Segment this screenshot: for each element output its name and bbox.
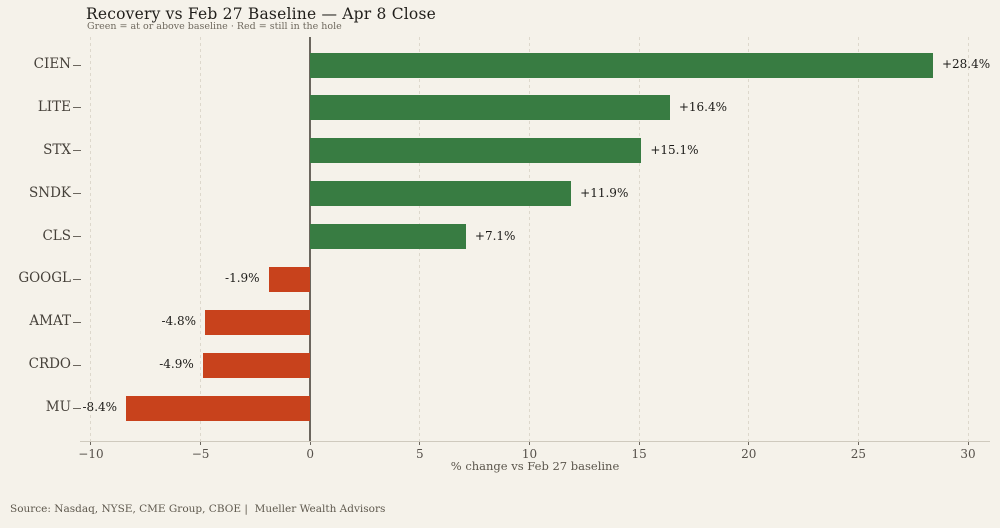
x-axis-tick bbox=[309, 441, 311, 445]
bar-value-label: -8.4% bbox=[82, 400, 118, 414]
bar-negative bbox=[202, 352, 311, 378]
gridline bbox=[748, 37, 750, 441]
y-axis-tick bbox=[73, 364, 81, 366]
bar-negative bbox=[126, 395, 311, 421]
x-tick-label: 30 bbox=[960, 447, 976, 461]
y-axis-tick bbox=[73, 278, 81, 280]
bar-positive bbox=[310, 95, 670, 121]
x-axis-tick bbox=[857, 441, 859, 445]
y-tick-label: MU bbox=[45, 399, 71, 415]
x-tick-label: 10 bbox=[521, 447, 538, 461]
chart-subtitle: Green = at or above baseline · Red = sti… bbox=[87, 21, 342, 32]
y-axis-tick bbox=[73, 193, 81, 195]
x-axis-tick bbox=[638, 441, 640, 445]
y-tick-label: LITE bbox=[37, 98, 71, 115]
x-axis-line bbox=[80, 441, 990, 442]
bar-negative bbox=[204, 309, 311, 335]
y-tick-label: CLS bbox=[42, 227, 71, 244]
y-axis-tick bbox=[73, 321, 81, 323]
gridline bbox=[967, 37, 969, 441]
bar-value-label: +7.1% bbox=[474, 228, 516, 243]
y-axis-tick bbox=[73, 107, 81, 109]
bar-value-label: -4.9% bbox=[159, 357, 194, 372]
bar-positive bbox=[310, 181, 572, 207]
x-axis-tick bbox=[529, 441, 531, 445]
y-tick-label: SNDK bbox=[29, 184, 71, 201]
bar-value-label: +11.9% bbox=[580, 185, 629, 200]
x-axis-label: % change vs Feb 27 baseline bbox=[450, 459, 620, 473]
gridline bbox=[529, 37, 531, 441]
bar-value-label: +15.1% bbox=[650, 142, 699, 157]
x-axis-tick bbox=[419, 441, 421, 445]
y-axis-tick bbox=[73, 236, 81, 237]
chart-title: Recovery vs Feb 27 Baseline — Apr 8 Clos… bbox=[86, 5, 436, 23]
y-tick-label: AMAT bbox=[29, 313, 71, 330]
x-axis-tick bbox=[748, 441, 750, 445]
y-tick-label: CRDO bbox=[28, 356, 71, 373]
bar-positive bbox=[310, 224, 466, 249]
source-footer: Source: Nasdaq, NYSE, CME Group, CBOE | … bbox=[10, 503, 386, 515]
bar-positive bbox=[310, 138, 642, 164]
gridline bbox=[200, 37, 202, 441]
gridline bbox=[90, 37, 92, 441]
bar-value-label: +28.4% bbox=[941, 57, 991, 71]
x-tick-label: 20 bbox=[741, 447, 757, 461]
gridline bbox=[638, 37, 640, 441]
gridline bbox=[857, 37, 859, 441]
x-tick-label: 5 bbox=[416, 447, 424, 461]
x-tick-label: 15 bbox=[631, 447, 647, 461]
bar-value-label: +16.4% bbox=[678, 99, 728, 114]
x-tick-label: −10 bbox=[78, 447, 104, 461]
y-tick-label: GOOGL bbox=[18, 270, 71, 287]
y-tick-label: STX bbox=[43, 141, 71, 158]
bar-negative bbox=[268, 266, 311, 292]
x-tick-label: 0 bbox=[306, 447, 315, 461]
x-tick-label: −5 bbox=[191, 447, 210, 461]
x-tick-label: 25 bbox=[850, 447, 867, 461]
bar-value-label: -4.8% bbox=[161, 314, 196, 329]
y-tick-label: CIEN bbox=[33, 56, 71, 72]
x-axis-tick bbox=[90, 441, 92, 445]
y-axis-tick bbox=[73, 407, 81, 409]
y-axis-tick bbox=[73, 64, 81, 66]
x-axis-tick bbox=[967, 441, 969, 445]
x-axis-tick bbox=[200, 441, 202, 445]
bar-value-label: -1.9% bbox=[225, 271, 260, 286]
y-axis-tick bbox=[73, 150, 81, 152]
bar-positive bbox=[310, 52, 933, 78]
